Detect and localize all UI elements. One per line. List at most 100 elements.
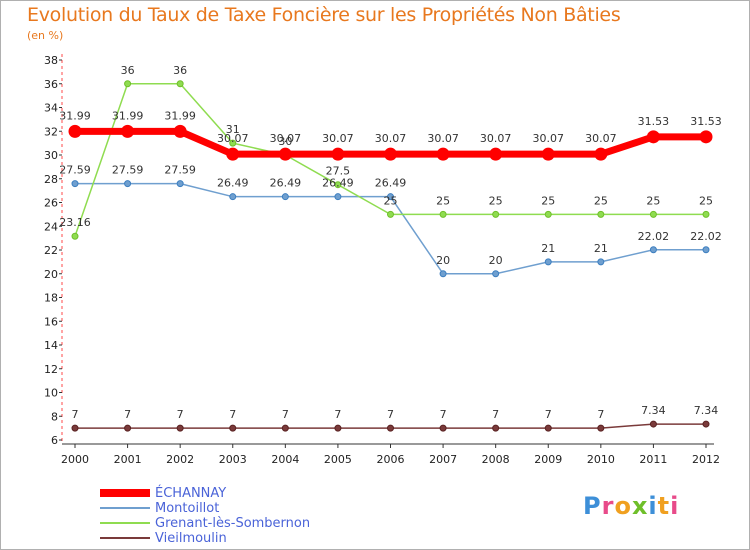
data-point — [281, 424, 289, 432]
data-point — [649, 420, 657, 428]
data-point — [71, 232, 79, 240]
y-tick-label: 34 — [44, 102, 58, 115]
data-point — [387, 424, 394, 432]
data-point — [492, 424, 500, 432]
legend-swatch — [100, 522, 150, 524]
data-label: 30.07 — [322, 132, 354, 145]
data-label: 26.49 — [375, 177, 407, 190]
chart-data-labels: 31.99 31.99 31.99 30.07 30.07 30.07 30.07 30.07… — [59, 64, 722, 421]
legend-label: Montoillot — [155, 501, 220, 516]
data-label: 31.53 — [638, 115, 670, 128]
data-point — [544, 424, 552, 432]
data-label: 20 — [436, 254, 450, 267]
data-point — [439, 210, 447, 218]
data-point — [226, 147, 240, 161]
data-label: 22.02 — [690, 230, 722, 243]
data-point — [229, 139, 237, 147]
legend-swatch — [100, 507, 150, 509]
data-label: 7 — [177, 408, 184, 421]
data-point — [646, 130, 660, 144]
x-tick-label: 2009 — [534, 453, 562, 466]
data-point — [71, 424, 79, 432]
data-point — [699, 130, 713, 144]
data-point — [334, 193, 342, 201]
data-label: 30.07 — [375, 132, 407, 145]
y-tick-label: 14 — [44, 339, 58, 352]
data-point — [439, 424, 447, 432]
data-label: 25 — [594, 194, 608, 207]
x-tick-label: 2007 — [429, 453, 457, 466]
data-label: 27.59 — [59, 164, 91, 177]
data-point — [334, 424, 342, 432]
data-label: 36 — [173, 64, 187, 77]
data-label: 21 — [594, 242, 608, 255]
data-point — [229, 193, 237, 201]
data-point — [597, 210, 605, 218]
data-label: 31 — [226, 123, 240, 136]
data-label: 25 — [384, 194, 398, 207]
data-label: 31.99 — [59, 109, 91, 122]
data-label: 25 — [541, 194, 555, 207]
logo-letter: r — [601, 492, 615, 520]
data-point — [124, 424, 132, 432]
data-point — [702, 210, 710, 218]
data-label: 25 — [699, 194, 713, 207]
data-label: 26.49 — [322, 177, 354, 190]
data-label: 7 — [440, 408, 447, 421]
legend-label: ÉCHANNAY — [155, 486, 227, 501]
data-point — [649, 210, 657, 218]
data-label: 30.07 — [217, 132, 249, 145]
chart-series — [68, 80, 713, 432]
data-label: 30.07 — [533, 132, 565, 145]
data-label: 25 — [436, 194, 450, 207]
x-tick-label: 2003 — [219, 453, 247, 466]
data-point — [124, 180, 132, 188]
legend-swatch — [100, 537, 150, 539]
data-label: 27.59 — [164, 164, 196, 177]
data-point — [176, 424, 184, 432]
data-label: 25 — [489, 194, 503, 207]
data-point — [702, 246, 710, 254]
x-tick-label: 2004 — [271, 453, 299, 466]
y-tick-label: 26 — [44, 197, 58, 210]
data-label: 23.16 — [59, 216, 91, 229]
data-label: 7 — [334, 408, 341, 421]
data-label: 31.99 — [112, 109, 144, 122]
proxiti-logo: Proxiti — [583, 492, 679, 520]
data-point — [124, 80, 132, 88]
data-point — [387, 193, 394, 201]
data-point — [436, 147, 450, 161]
data-point — [597, 258, 605, 266]
y-tick-label: 32 — [44, 125, 58, 138]
chart-axes: 6 8 10 12 14 16 18 20 22 24 26 28 30 32 34 36 38 2000 2001… — [44, 54, 720, 466]
data-point — [702, 420, 710, 428]
x-tick-label: 2006 — [377, 453, 405, 466]
data-point — [439, 270, 447, 278]
data-label: 7 — [72, 408, 79, 421]
y-tick-label: 20 — [44, 268, 58, 281]
logo-letter: t — [657, 492, 671, 520]
data-point — [176, 180, 184, 188]
data-point — [597, 424, 605, 432]
data-label: 31.53 — [690, 115, 722, 128]
logo-letter: i — [648, 492, 658, 520]
data-label: 7.34 — [641, 404, 666, 417]
data-point — [334, 181, 342, 189]
data-point — [594, 147, 608, 161]
data-point — [173, 124, 187, 138]
data-label: 27.59 — [112, 164, 144, 177]
logo-letter: P — [583, 492, 602, 520]
data-label: 7 — [597, 408, 604, 421]
data-label: 7 — [282, 408, 289, 421]
data-label: 20 — [489, 254, 503, 267]
x-tick-label: 2005 — [324, 453, 352, 466]
data-point — [229, 424, 237, 432]
data-label: 7 — [492, 408, 499, 421]
legend-swatch — [100, 489, 150, 497]
data-point — [541, 147, 555, 161]
legend-label: Grenant-lès-Sombernon — [155, 516, 311, 531]
data-point — [649, 246, 657, 254]
y-tick-label: 6 — [51, 434, 58, 447]
x-tick-label: 2000 — [61, 453, 89, 466]
data-label: 7.34 — [694, 404, 719, 417]
